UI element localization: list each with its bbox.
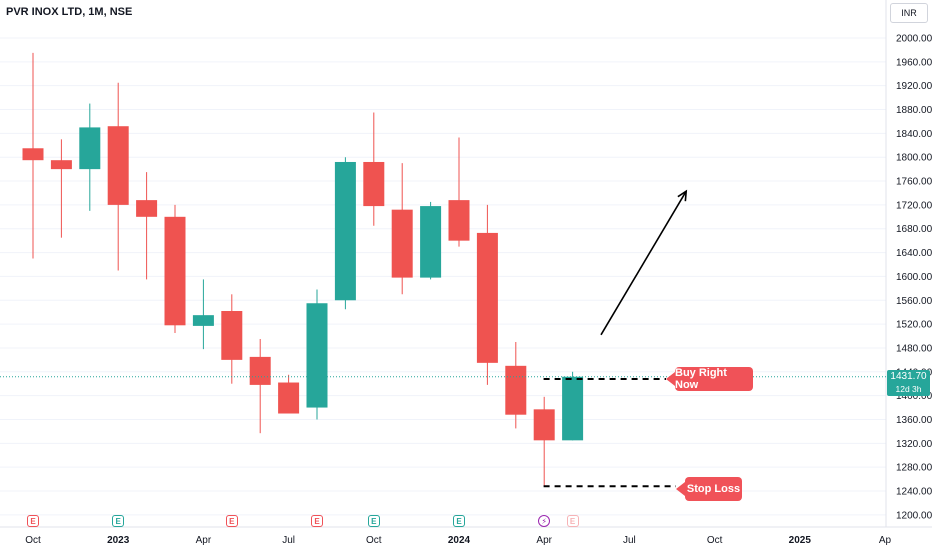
flash-event-icon[interactable]: ⚡ — [538, 515, 551, 527]
candle[interactable] — [278, 374, 300, 414]
price-tick-label: 1400.00 — [896, 391, 932, 402]
price-tick-label: 1640.00 — [896, 248, 932, 259]
candle[interactable] — [391, 163, 413, 295]
earnings-event-icon[interactable]: E — [27, 515, 39, 527]
trend-arrow[interactable] — [600, 190, 687, 336]
candle[interactable] — [249, 339, 271, 434]
price-tick-label: 1360.00 — [896, 415, 932, 426]
stop-loss-callout[interactable]: Stop Loss — [676, 477, 742, 501]
candle-body — [562, 376, 584, 441]
price-tick-label: 1800.00 — [896, 153, 932, 164]
time-tick-label: Apr — [196, 535, 212, 546]
candle[interactable] — [22, 52, 44, 259]
candle-body — [278, 382, 300, 414]
candle[interactable] — [107, 82, 129, 271]
candle-body — [164, 216, 186, 326]
price-tick-label: 2000.00 — [896, 34, 932, 45]
candle-body — [50, 160, 72, 170]
candles — [22, 52, 584, 487]
candle-body — [136, 200, 158, 217]
candle[interactable] — [363, 112, 385, 226]
price-tick-label: 1600.00 — [896, 272, 932, 283]
time-axis: Oct 2023 Apr Jul Oct 2024 Apr Jul Oct 2025 Ap — [0, 526, 932, 546]
candle-body — [192, 315, 214, 326]
currency-selector[interactable]: INR — [890, 3, 928, 23]
price-tick-label: 1320.00 — [896, 439, 932, 450]
time-tick-label: Oct — [707, 535, 723, 546]
time-tick-label: Oct — [366, 535, 382, 546]
candle[interactable] — [334, 157, 356, 310]
price-tick-label: 1720.00 — [896, 200, 932, 211]
candle-body — [221, 310, 243, 360]
time-tick-label: 2023 — [107, 535, 130, 546]
price-tick-label: 1240.00 — [896, 487, 932, 498]
candle[interactable] — [136, 172, 158, 280]
bar-countdown: 12d 3h — [895, 384, 922, 394]
trend-arrow-head — [677, 189, 688, 202]
earnings-event-icon[interactable]: E — [453, 515, 465, 527]
candle[interactable] — [562, 371, 584, 441]
price-tick-label: 1880.00 — [896, 105, 932, 116]
earnings-event-icon[interactable]: E — [112, 515, 125, 527]
candle-body — [22, 148, 44, 161]
candle-body — [420, 206, 442, 278]
drawings — [0, 189, 886, 488]
earnings-event-icon[interactable]: E — [566, 515, 579, 527]
candle[interactable] — [448, 137, 470, 247]
chart-title: PVR INOX LTD, 1M, NSE — [6, 6, 133, 18]
candle[interactable] — [420, 201, 442, 280]
candle[interactable] — [505, 341, 527, 429]
candle[interactable] — [164, 204, 186, 334]
candle-body — [334, 161, 356, 301]
time-tick-label: Apr — [536, 535, 552, 546]
price-axis: 1200.00 1240.00 1280.00 1320.00 1360.00 1400.… — [885, 0, 932, 527]
candle[interactable] — [533, 396, 555, 487]
last-price-value: 1431.70 — [890, 371, 927, 382]
price-tick-label: 1200.00 — [896, 510, 932, 521]
candle[interactable] — [50, 139, 72, 238]
candle-body — [306, 303, 328, 408]
candle-body — [476, 232, 498, 363]
time-tick-label: 2024 — [448, 535, 471, 546]
candle[interactable] — [221, 294, 243, 384]
time-tick-label: Oct — [25, 535, 41, 546]
price-tick-label: 1920.00 — [896, 81, 932, 92]
price-tick-label: 1680.00 — [896, 224, 932, 235]
price-tick-label: 1520.00 — [896, 320, 932, 331]
candle-body — [448, 200, 470, 241]
candle[interactable] — [476, 204, 498, 385]
price-tick-label: 1280.00 — [896, 463, 932, 474]
candle-body — [79, 127, 101, 170]
candle-body — [249, 356, 271, 385]
earnings-event-icon[interactable]: E — [367, 515, 380, 527]
price-tick-label: 1840.00 — [896, 129, 932, 140]
earnings-event-icon[interactable]: E — [225, 515, 238, 527]
earnings-event-icon[interactable]: E — [311, 515, 323, 527]
candle-body — [363, 161, 385, 207]
time-tick-label: Jul — [282, 535, 295, 546]
price-tick-label: 1960.00 — [896, 57, 932, 68]
time-tick-label: Jul — [623, 535, 636, 546]
candle-body — [391, 209, 413, 278]
buy-right-now-callout[interactable]: Buy Right Now — [666, 367, 753, 391]
candle[interactable] — [306, 289, 328, 420]
grid — [0, 37, 886, 516]
candle[interactable] — [192, 279, 214, 350]
last-price-tag: 1431.70 12d 3h — [887, 370, 930, 396]
time-tick-label: 2025 — [789, 535, 812, 546]
price-tick-label: 1760.00 — [896, 177, 932, 188]
candle-body — [505, 365, 527, 415]
price-tick-label: 1480.00 — [896, 343, 932, 354]
candle-body — [107, 126, 129, 205]
time-tick-label: Ap — [879, 535, 892, 546]
price-tick-label: 1560.00 — [896, 296, 932, 307]
candle-body — [533, 409, 555, 441]
candle[interactable] — [79, 103, 101, 211]
